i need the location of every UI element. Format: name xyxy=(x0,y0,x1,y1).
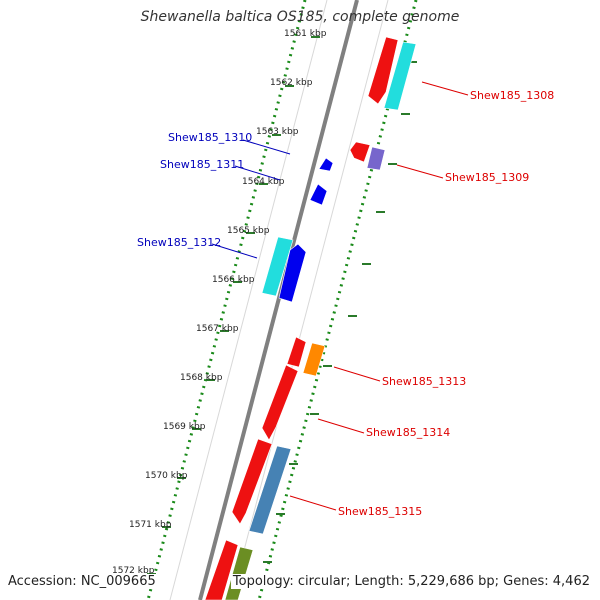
cog-1308[interactable] xyxy=(383,41,417,111)
genome-backbone xyxy=(198,0,359,600)
gene-label-1309[interactable]: Shew185_1309 xyxy=(445,171,529,184)
tick-label: 1567 kbp xyxy=(196,324,239,334)
tick-1567: 1567 kbp xyxy=(196,324,239,334)
leader-1312 xyxy=(211,243,258,259)
cds-1315[interactable] xyxy=(231,438,273,525)
cds-1308[interactable] xyxy=(367,36,399,105)
cds-1312[interactable] xyxy=(278,243,307,303)
gene-label-1315[interactable]: Shew185_1315 xyxy=(338,505,422,518)
leader-1314 xyxy=(317,418,365,434)
tick-1562: 1562 kbp xyxy=(270,78,313,88)
inner-ruler xyxy=(146,0,307,600)
tick-label: 1572 kbp xyxy=(112,566,155,576)
cds-next[interactable] xyxy=(204,539,239,600)
tick-label: 1563 kbp xyxy=(256,127,299,137)
gene-label-1311[interactable]: Shew185_1311 xyxy=(160,158,244,171)
tick-label: 1566 kbp xyxy=(212,275,255,285)
gene-label-1312[interactable]: Shew185_1312 xyxy=(137,236,221,249)
tick-1566: 1566 kbp xyxy=(212,275,255,285)
outer-track-border xyxy=(230,0,389,600)
cds-1310[interactable] xyxy=(318,157,334,172)
tick-label: 1570 kbp xyxy=(145,471,188,481)
leader-1311 xyxy=(234,165,281,181)
tick-1565: 1565 kbp xyxy=(227,226,270,236)
leader-1308 xyxy=(421,81,469,96)
cog-1313[interactable] xyxy=(302,342,326,377)
inner-track-border xyxy=(169,0,328,600)
leader-1310 xyxy=(242,139,291,155)
tick-1570: 1570 kbp xyxy=(145,471,188,481)
leader-1309 xyxy=(396,164,444,179)
cds-1313[interactable] xyxy=(286,336,307,368)
cds-1311[interactable] xyxy=(309,183,328,206)
gene-label-1314[interactable]: Shew185_1314 xyxy=(366,426,450,439)
gene-label-1308[interactable]: Shew185_1308 xyxy=(470,89,554,102)
tick-1571: 1571 kbp xyxy=(129,520,172,530)
leader-1315 xyxy=(289,495,337,511)
tick-1563: 1563 kbp xyxy=(256,127,299,137)
leader-1313 xyxy=(333,366,381,382)
tick-label: 1565 kbp xyxy=(227,226,270,236)
gene-label-1313[interactable]: Shew185_1313 xyxy=(382,375,466,388)
cog-1309[interactable] xyxy=(366,146,386,171)
tick-label: 1571 kbp xyxy=(129,520,172,530)
accession-label: Accession: NC_009665 xyxy=(6,574,158,589)
tick-label: 1568 kbp xyxy=(180,373,223,383)
tick-label: 1562 kbp xyxy=(270,78,313,88)
tick-1564: 1564 kbp xyxy=(242,177,285,187)
cds-1314[interactable] xyxy=(261,364,299,441)
tick-1568: 1568 kbp xyxy=(180,373,223,383)
map-title: Shewanella baltica OS185, complete genom… xyxy=(140,9,460,25)
topology-label: Topology: circular; Length: 5,229,686 bp… xyxy=(230,574,592,589)
cds-1309[interactable] xyxy=(349,141,371,163)
tick-1569: 1569 kbp xyxy=(163,422,206,432)
cog-1312[interactable] xyxy=(261,236,294,297)
gene-label-1310[interactable]: Shew185_1310 xyxy=(168,131,252,144)
cog-1315[interactable] xyxy=(248,445,292,535)
tick-label: 1564 kbp xyxy=(242,177,285,187)
tick-1561: 1561 kbp xyxy=(284,29,327,39)
tick-label: 1561 kbp xyxy=(284,29,327,39)
tick-label: 1569 kbp xyxy=(163,422,206,432)
